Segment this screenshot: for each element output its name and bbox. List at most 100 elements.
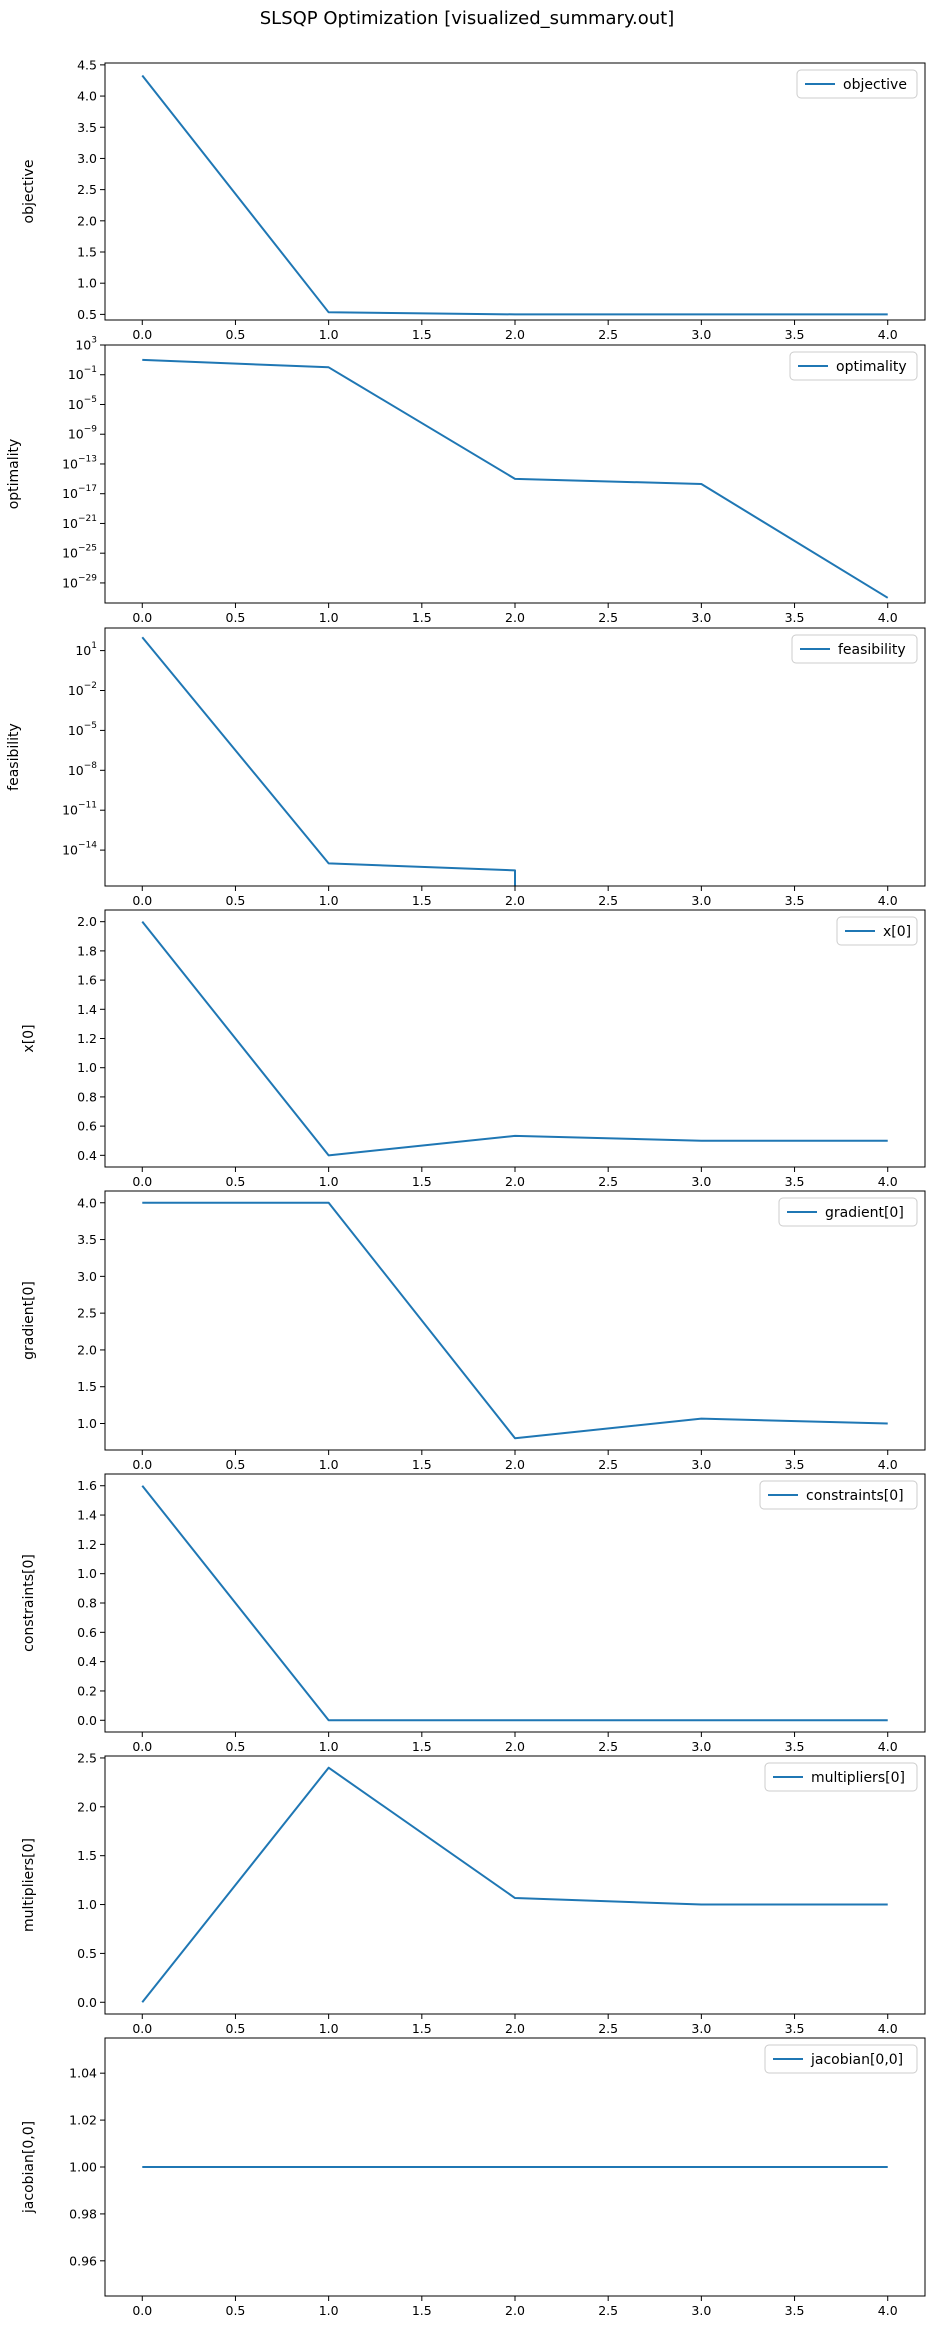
y-tick-label: 0.8 <box>77 1596 97 1611</box>
x-tick-label: 3.5 <box>785 2303 805 2318</box>
series-line <box>141 1485 888 1722</box>
x-tick-label: 3.5 <box>785 1457 805 1472</box>
x-tick-label: 4.0 <box>878 893 898 908</box>
x-tick-label: 2.5 <box>598 610 618 625</box>
x-tick-label: 3.0 <box>691 1174 711 1189</box>
y-tick-label: 10−1 <box>68 365 97 382</box>
legend: jacobian[0,0] <box>764 2044 918 2074</box>
y-tick-label: 4.5 <box>77 57 97 72</box>
x-tick-label: 0.0 <box>132 2021 152 2036</box>
y-tick-label: 1.0 <box>77 1416 97 1431</box>
x-tick-label: 2.0 <box>505 610 525 625</box>
x-tick-label: 2.5 <box>598 893 618 908</box>
legend-box <box>836 916 918 946</box>
y-tick-label: 0.5 <box>77 1946 97 1961</box>
axes-frame <box>104 909 926 1168</box>
y-tick-label: 3.0 <box>77 151 97 166</box>
subplot-4: 0.0 0.5 1.0 1.5 2.0 2.5 3.0 3.5 4.0 0.4 0.6 0.8 1.0 1… <box>21 909 926 1189</box>
legend-entry: jacobian[0,0] <box>810 2052 903 2068</box>
y-axis-label: feasibility <box>6 723 22 791</box>
x-tick-label: 1.0 <box>319 1739 339 1754</box>
legend: optimality <box>789 351 918 381</box>
x-tick-label: 3.0 <box>691 2303 711 2318</box>
y-tick-label: 10−29 <box>62 573 97 590</box>
y-tick-label: 2.5 <box>77 1306 97 1321</box>
y-tick-label: 0.4 <box>77 1654 97 1669</box>
figure-title: SLSQP Optimization [visualized_summary.o… <box>260 8 675 29</box>
y-tick-label: 0.4 <box>77 1148 97 1163</box>
x-tick-label: 1.5 <box>412 1174 432 1189</box>
y-tick-label: 10−5 <box>68 395 97 412</box>
x-tick-label: 2.0 <box>505 1457 525 1472</box>
x-tick-label: 3.5 <box>785 2021 805 2036</box>
y-tick-label: 10−13 <box>62 454 97 471</box>
y-tick-label: 1.0 <box>77 1897 97 1912</box>
y-tick-label: 0.2 <box>77 1683 97 1698</box>
subplot-6: 0.0 0.5 1.0 1.5 2.0 2.5 3.0 3.5 4.0 0.0 0.2 0.4 0.6 0… <box>21 1473 926 1754</box>
legend-entry: objective <box>843 77 907 93</box>
x-tick-label: 2.0 <box>505 1739 525 1754</box>
y-tick-label: 2.0 <box>77 1799 97 1814</box>
axes-frame <box>104 62 926 321</box>
y-tick-label: 1.6 <box>77 973 97 988</box>
y-tick-label: 1.2 <box>77 1031 97 1046</box>
y-tick-label: 2.5 <box>77 182 97 197</box>
x-tick-label: 1.5 <box>412 893 432 908</box>
x-tick-label: 0.0 <box>132 327 152 342</box>
x-tick-label: 1.5 <box>412 1739 432 1754</box>
x-tick-label: 0.5 <box>226 327 246 342</box>
x-tick-label: 0.0 <box>132 1174 152 1189</box>
y-tick-label: 3.5 <box>77 120 97 135</box>
x-tick-label: 0.5 <box>226 1457 246 1472</box>
x-tick-label: 1.5 <box>412 2303 432 2318</box>
series-line <box>141 74 888 316</box>
y-tick-label: 1.6 <box>77 1478 97 1493</box>
y-tick-label: 3.5 <box>77 1232 97 1247</box>
series-line <box>141 636 516 886</box>
legend-box <box>791 634 918 664</box>
y-tick-label: 103 <box>75 336 97 353</box>
legend-entry: gradient[0] <box>825 1205 904 1221</box>
subplot-8: 0.0 0.5 1.0 1.5 2.0 2.5 3.0 3.5 4.0 0.96 0.98 1.00 1… <box>21 2037 926 2318</box>
y-axis-label: optimality <box>6 439 22 510</box>
legend-box <box>764 1762 918 1792</box>
legend: constraints[0] <box>759 1480 918 1510</box>
y-tick-label: 1.5 <box>77 1379 97 1394</box>
x-tick-label: 2.0 <box>505 2021 525 2036</box>
legend: x[0] <box>836 916 918 946</box>
x-tick-label: 3.0 <box>691 327 711 342</box>
subplot-1: 0.0 0.5 1.0 1.5 2.0 2.5 3.0 3.5 4.0 0.5 1.0 1.5 2.0 2… <box>21 57 926 342</box>
x-tick-label: 4.0 <box>878 1457 898 1472</box>
y-tick-label: 1.5 <box>77 245 97 260</box>
legend-entry: x[0] <box>883 924 911 940</box>
x-tick-label: 3.5 <box>785 1174 805 1189</box>
subplot-7: 0.0 0.5 1.0 1.5 2.0 2.5 3.0 3.5 4.0 0.0 0.5 1.0 1.5 2… <box>21 1750 926 2036</box>
y-tick-label: 1.4 <box>77 1002 97 1017</box>
y-tick-label: 0.0 <box>77 1995 97 2010</box>
axes-frame <box>104 1755 926 2015</box>
y-axis-label: multipliers[0] <box>21 1838 37 1932</box>
subplots: 0.0 0.5 1.0 1.5 2.0 2.5 3.0 3.5 4.0 0.5 1.0 1.5 2.0 2… <box>6 57 926 2318</box>
legend-box <box>764 2044 918 2074</box>
y-tick-label: 1.2 <box>77 1537 97 1552</box>
y-tick-label: 4.0 <box>77 89 97 104</box>
subplot-3: 0.0 0.5 1.0 1.5 2.0 2.5 3.0 3.5 4.0 10−14 10−11 10−… <box>6 627 926 908</box>
y-tick-label: 1.00 <box>69 2160 97 2175</box>
x-tick-label: 1.0 <box>319 893 339 908</box>
y-tick-label: 10−17 <box>62 484 97 501</box>
x-tick-label: 0.5 <box>226 610 246 625</box>
y-tick-label: 1.0 <box>77 1566 97 1581</box>
x-tick-label: 2.5 <box>598 327 618 342</box>
x-tick-label: 0.5 <box>226 893 246 908</box>
x-tick-label: 1.0 <box>319 327 339 342</box>
y-tick-label: 1.0 <box>77 276 97 291</box>
y-tick-label: 10−5 <box>68 721 97 738</box>
y-tick-label: 101 <box>75 641 97 658</box>
y-axis-label: x[0] <box>21 1024 37 1052</box>
x-tick-label: 0.5 <box>226 1174 246 1189</box>
y-tick-label: 2.5 <box>77 1750 97 1765</box>
x-tick-label: 1.5 <box>412 327 432 342</box>
x-tick-label: 1.0 <box>319 610 339 625</box>
axes-frame <box>104 344 926 604</box>
